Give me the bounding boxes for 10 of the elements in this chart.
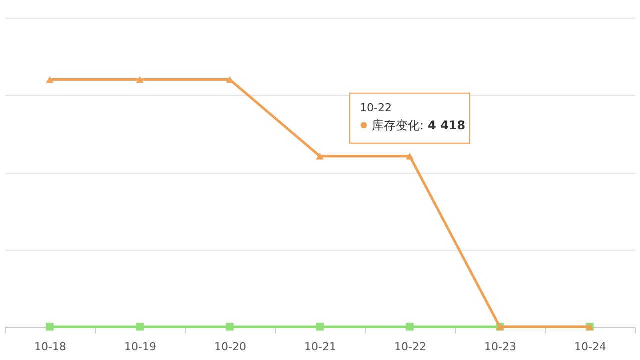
x-tick-label: 10-23 — [484, 340, 516, 354]
x-tick-label: 10-18 — [34, 340, 66, 354]
x-tick-label: 10-20 — [214, 340, 246, 354]
legend-label: 库存变化: — [372, 118, 424, 132]
data-label: 4 418 — [428, 118, 466, 132]
x-tick-label: 10-21 — [304, 340, 336, 354]
category-label: 10-22 — [360, 101, 392, 114]
x-tick-label: 10-24 — [574, 340, 606, 354]
x-tick-label: 10-19 — [124, 340, 156, 354]
x-tick-label: 10-22 — [394, 340, 426, 354]
